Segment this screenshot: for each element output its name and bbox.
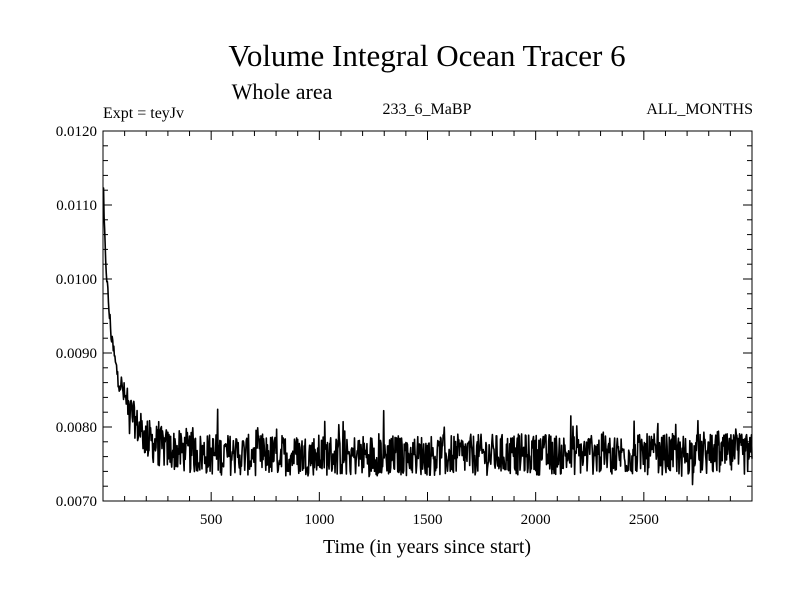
x-tick-label: 1500	[413, 512, 443, 528]
x-tick-label: 2500	[629, 512, 659, 528]
x-tick-label: 1000	[304, 512, 334, 528]
y-tick-label: 0.0090	[56, 346, 97, 362]
chart-subtitle: Whole area	[232, 79, 333, 104]
series-line	[102, 187, 753, 486]
x-tick-label: 500	[200, 512, 223, 528]
x-axis-label: Time (in years since start)	[323, 536, 531, 558]
tick-labels-layer: 500 1000 1500 2000 2500 0.0070 0.0080 0.0090 0.0…	[56, 124, 659, 528]
expt-label: Expt = teyJv	[103, 105, 184, 122]
x-tick-label: 2000	[521, 512, 551, 528]
y-tick-label: 0.0120	[56, 124, 97, 140]
y-tick-label: 0.0100	[56, 272, 97, 288]
y-tick-label: 0.0080	[56, 420, 97, 436]
series-layer	[102, 187, 753, 486]
chart-title: Volume Integral Ocean Tracer 6	[228, 38, 625, 73]
y-tick-label: 0.0070	[56, 494, 97, 510]
y-tick-label: 0.0110	[56, 198, 97, 214]
run-label: 233_6_MaBP	[383, 101, 472, 118]
plot-frame	[102, 130, 753, 502]
period-label: ALL_MONTHS	[646, 101, 753, 118]
